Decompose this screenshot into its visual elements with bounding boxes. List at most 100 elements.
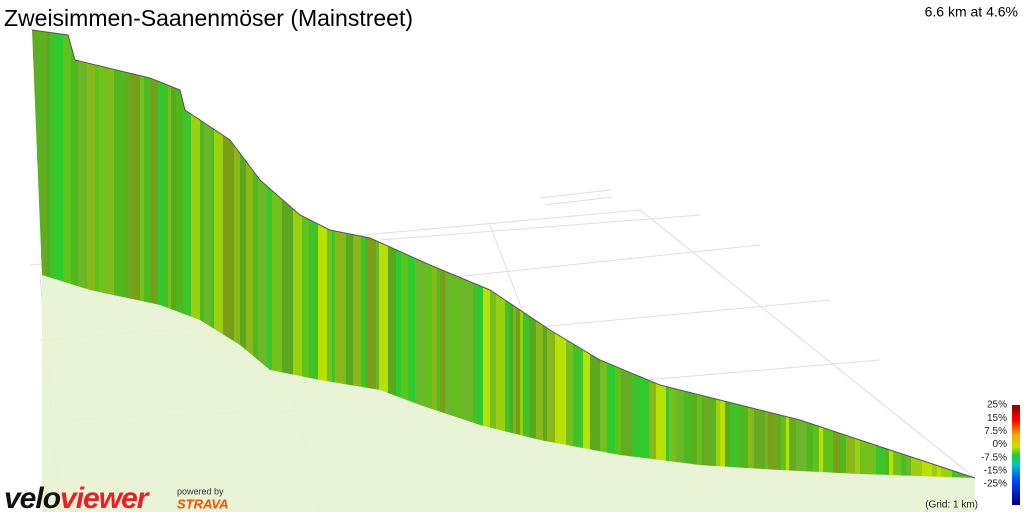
gradient-stripe bbox=[302, 30, 310, 478]
gradient-stripe bbox=[204, 30, 212, 478]
gradient-stripe bbox=[114, 30, 126, 478]
gradient-stripe bbox=[781, 30, 787, 478]
gradient-stripe bbox=[716, 30, 721, 478]
gradient-stripe bbox=[144, 30, 152, 478]
gradient-stripe bbox=[906, 30, 912, 478]
gradient-stripe bbox=[932, 30, 938, 478]
gradient-stripe bbox=[768, 30, 776, 478]
gradient-stripe bbox=[496, 30, 506, 478]
gradient-stripe bbox=[258, 30, 268, 478]
strava: STRAVA bbox=[177, 496, 229, 511]
gradient-stripe bbox=[353, 30, 362, 478]
gradient-stripe bbox=[47, 30, 51, 478]
gradient-stripe bbox=[941, 30, 953, 478]
reflection bbox=[42, 275, 975, 512]
gradient-stripe bbox=[893, 30, 902, 478]
gradient-stripe bbox=[855, 30, 861, 478]
gradient-stripe bbox=[346, 30, 354, 478]
gradient-stripe bbox=[151, 30, 159, 478]
stats: 6.6 km at 4.6% bbox=[925, 4, 1018, 20]
gradient-stripe bbox=[966, 30, 971, 478]
gradient-stripe bbox=[388, 30, 397, 478]
gradient-stripe bbox=[125, 30, 132, 478]
scale-label: 25% bbox=[987, 400, 1007, 411]
scale-label: 15% bbox=[987, 413, 1007, 424]
scale-label: -25% bbox=[984, 479, 1007, 490]
gradient-stripe bbox=[171, 30, 177, 478]
gradient-stripe bbox=[327, 30, 333, 478]
gradient-stripe bbox=[566, 30, 574, 478]
gradient-stripe bbox=[183, 30, 192, 478]
gradient-stripe bbox=[490, 30, 497, 478]
gradient-stripe bbox=[158, 30, 163, 478]
gradient-stripe bbox=[510, 30, 514, 478]
gradient-stripe bbox=[823, 30, 834, 478]
gradient-stripe bbox=[37, 30, 42, 478]
gradient-stripe bbox=[970, 30, 975, 478]
gradient-stripe bbox=[523, 30, 530, 478]
gradient-stripe bbox=[332, 30, 336, 478]
gradient-stripe bbox=[738, 30, 749, 478]
gradient-stripe bbox=[467, 30, 474, 478]
scale-label: 7.5% bbox=[984, 426, 1007, 437]
gradient-stripe bbox=[211, 30, 215, 478]
gradient-stripe bbox=[833, 30, 841, 478]
gradient-stripe bbox=[401, 30, 406, 478]
gradient-stripe bbox=[246, 30, 254, 478]
gradient-stripe bbox=[840, 30, 847, 478]
gradient-stripe bbox=[223, 30, 235, 478]
gradient-stripe bbox=[473, 30, 481, 478]
gradient-stripe bbox=[41, 30, 48, 478]
gradient-stripe bbox=[309, 30, 315, 478]
gradient-stripe bbox=[293, 30, 303, 478]
gradient-stripe bbox=[786, 30, 790, 478]
gradient-stripe bbox=[214, 30, 224, 478]
gradient-stripe bbox=[200, 30, 205, 478]
gradient-stripe bbox=[547, 30, 556, 478]
gradient-stripe bbox=[505, 30, 511, 478]
gradient-stripe bbox=[789, 30, 797, 478]
logo-viewer: viewer bbox=[60, 482, 151, 512]
gradient-stripe bbox=[267, 30, 273, 478]
gradient-stripe bbox=[590, 30, 601, 478]
gradient-stripe bbox=[730, 30, 739, 478]
gradient-stripe bbox=[361, 30, 366, 478]
gradient-stripe bbox=[684, 30, 694, 478]
gradient-stripe bbox=[748, 30, 755, 478]
gradient-stripe bbox=[78, 30, 88, 478]
gradient-stripe bbox=[520, 30, 524, 478]
gradient-stripe bbox=[889, 30, 894, 478]
gradient-stripe bbox=[234, 30, 241, 478]
gradient-stripe bbox=[365, 30, 377, 478]
gradient-stripe bbox=[583, 30, 591, 478]
gradient-stripe bbox=[335, 30, 344, 478]
gradient-stripe bbox=[396, 30, 402, 478]
gradient-stripe bbox=[58, 30, 64, 478]
gradient-stripe bbox=[640, 30, 650, 478]
gradient-stripe bbox=[95, 30, 100, 478]
gradient-stripe bbox=[272, 30, 283, 478]
gradient-stripe bbox=[697, 30, 703, 478]
gradient-stripe bbox=[886, 30, 890, 478]
gradient-stripe bbox=[607, 30, 616, 478]
gradient-stripe bbox=[669, 30, 677, 478]
gradient-stripe bbox=[649, 30, 657, 478]
gradient-stripe bbox=[702, 30, 714, 478]
gradient-stripe bbox=[713, 30, 717, 478]
gradient-stripe bbox=[379, 30, 389, 478]
scale-label: -15% bbox=[984, 465, 1007, 476]
gradient-stripe bbox=[240, 30, 247, 478]
gradient-stripe bbox=[807, 30, 814, 478]
gradient-stripe bbox=[71, 30, 79, 478]
gradient-stripe bbox=[176, 30, 184, 478]
gradient-stripe bbox=[765, 30, 769, 478]
gradient-stripe bbox=[632, 30, 641, 478]
gradient-stripe bbox=[775, 30, 782, 478]
gradient-stripe bbox=[676, 30, 685, 478]
gradient-stripe bbox=[99, 30, 111, 478]
gradient-stripe bbox=[600, 30, 608, 478]
gradient-stripe bbox=[131, 30, 141, 478]
gradient-stripe bbox=[480, 30, 484, 478]
title: Zweisimmen-Saanenmöser (Mainstreet) bbox=[4, 5, 413, 31]
gradient-stripe bbox=[343, 30, 347, 478]
